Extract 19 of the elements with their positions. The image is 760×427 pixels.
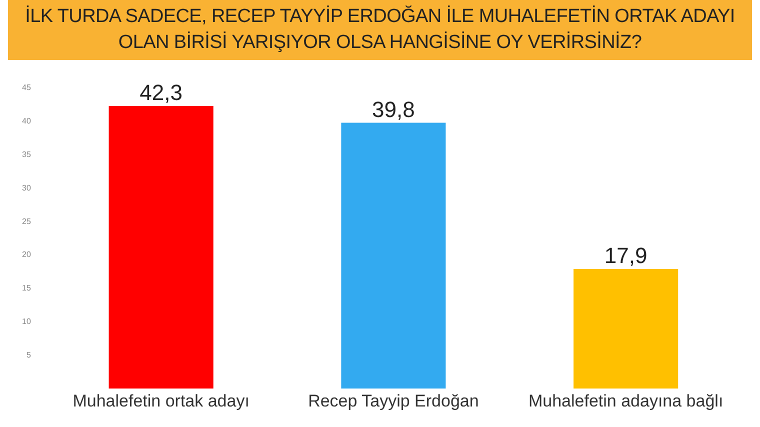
- chart-title: İLK TURDA SADECE, RECEP TAYYİP ERDOĞAN İLE MUHALEFETİN ORTAK ADAYI OLAN BİRİSİ YARIŞIYOR OLSA HANGİSİNE OY VERİRSİNİZ?: [8, 0, 752, 60]
- y-tick-label: 25: [22, 216, 32, 226]
- y-tick-label: 40: [22, 116, 32, 126]
- y-tick-label: 20: [22, 250, 32, 260]
- bar: [341, 122, 446, 389]
- x-tick-label: Recep Tayyip Erdoğan: [308, 391, 479, 410]
- x-tick-label: Muhalefetin adayına bağlı: [528, 391, 724, 410]
- data-label: 42,3: [140, 80, 182, 106]
- data-label: 39,8: [372, 96, 415, 122]
- y-tick-label: 30: [22, 183, 32, 192]
- y-tick-label: 10: [22, 317, 32, 326]
- y-tick-label: 15: [22, 284, 32, 293]
- data-label: 17,9: [604, 243, 648, 268]
- y-tick-label: 45: [22, 83, 32, 92]
- y-tick-label: 5: [26, 350, 32, 360]
- x-tick-label: Muhalefetin ortak adayı: [72, 391, 250, 410]
- bar: [574, 269, 678, 389]
- y-tick-label: 35: [22, 150, 32, 160]
- bar: [108, 106, 214, 389]
